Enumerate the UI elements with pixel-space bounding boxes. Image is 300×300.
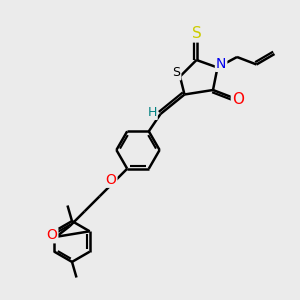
Text: S: S [172, 66, 180, 80]
Text: N: N [216, 57, 226, 71]
Text: O: O [106, 173, 116, 187]
Text: O: O [46, 228, 57, 242]
Text: O: O [232, 92, 244, 106]
Text: S: S [192, 26, 201, 41]
Text: H: H [147, 106, 157, 119]
